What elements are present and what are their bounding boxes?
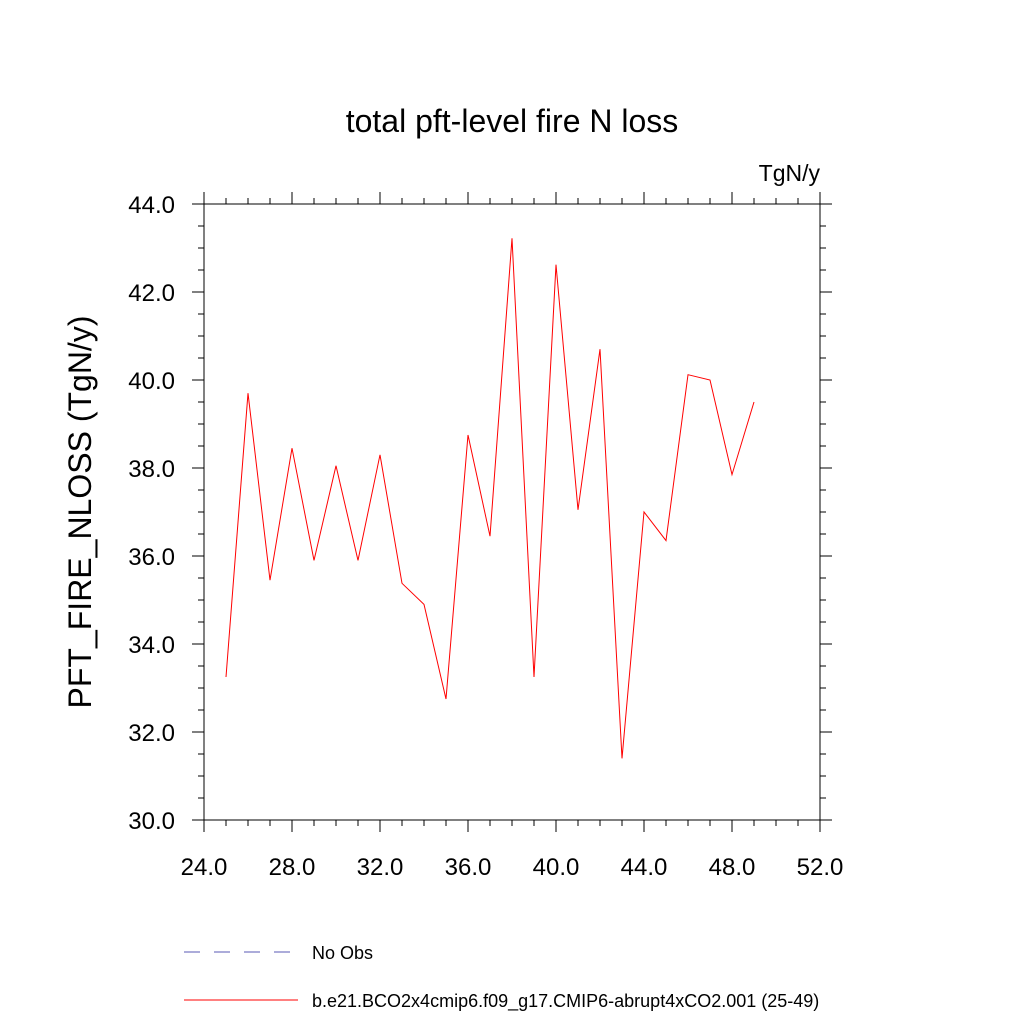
x-tick-label: 52.0 (797, 854, 844, 881)
y-tick-label: 34.0 (128, 632, 175, 659)
y-tick-label: 38.0 (128, 456, 175, 483)
y-axis-label: PFT_FIRE_NLOSS (TgN/y) (62, 316, 98, 709)
legend-label: No Obs (312, 943, 373, 963)
units-label: TgN/y (759, 160, 821, 186)
x-tick-label: 48.0 (709, 854, 756, 881)
y-tick-label: 32.0 (128, 720, 175, 747)
y-tick-label: 36.0 (128, 544, 175, 571)
y-tick-label: 30.0 (128, 808, 175, 835)
y-tick-label: 42.0 (128, 280, 175, 307)
y-tick-label: 40.0 (128, 368, 175, 395)
chart-title: total pft-level fire N loss (346, 103, 679, 139)
x-tick-label: 32.0 (357, 854, 404, 881)
axis-ticks (192, 192, 832, 832)
legend-label: b.e21.BCO2x4cmip6.f09_g17.CMIP6-abrupt4x… (312, 991, 819, 1012)
series-line (225, 238, 755, 759)
plot-frame (203, 203, 821, 821)
x-tick-label: 40.0 (533, 854, 580, 881)
y-tick-label: 44.0 (128, 192, 175, 219)
legend: No Obs b.e21.BCO2x4cmip6.f09_g17.CMIP6-ab… (184, 943, 819, 1012)
x-tick-label: 44.0 (621, 854, 668, 881)
axis-tick-labels: 24.0 28.0 32.0 36.0 40.0 44.0 48.0 52.0 30.0 32.0… (128, 192, 843, 881)
x-tick-label: 28.0 (269, 854, 316, 881)
x-tick-label: 24.0 (181, 854, 228, 881)
series-layer (225, 238, 755, 759)
x-tick-label: 36.0 (445, 854, 492, 881)
